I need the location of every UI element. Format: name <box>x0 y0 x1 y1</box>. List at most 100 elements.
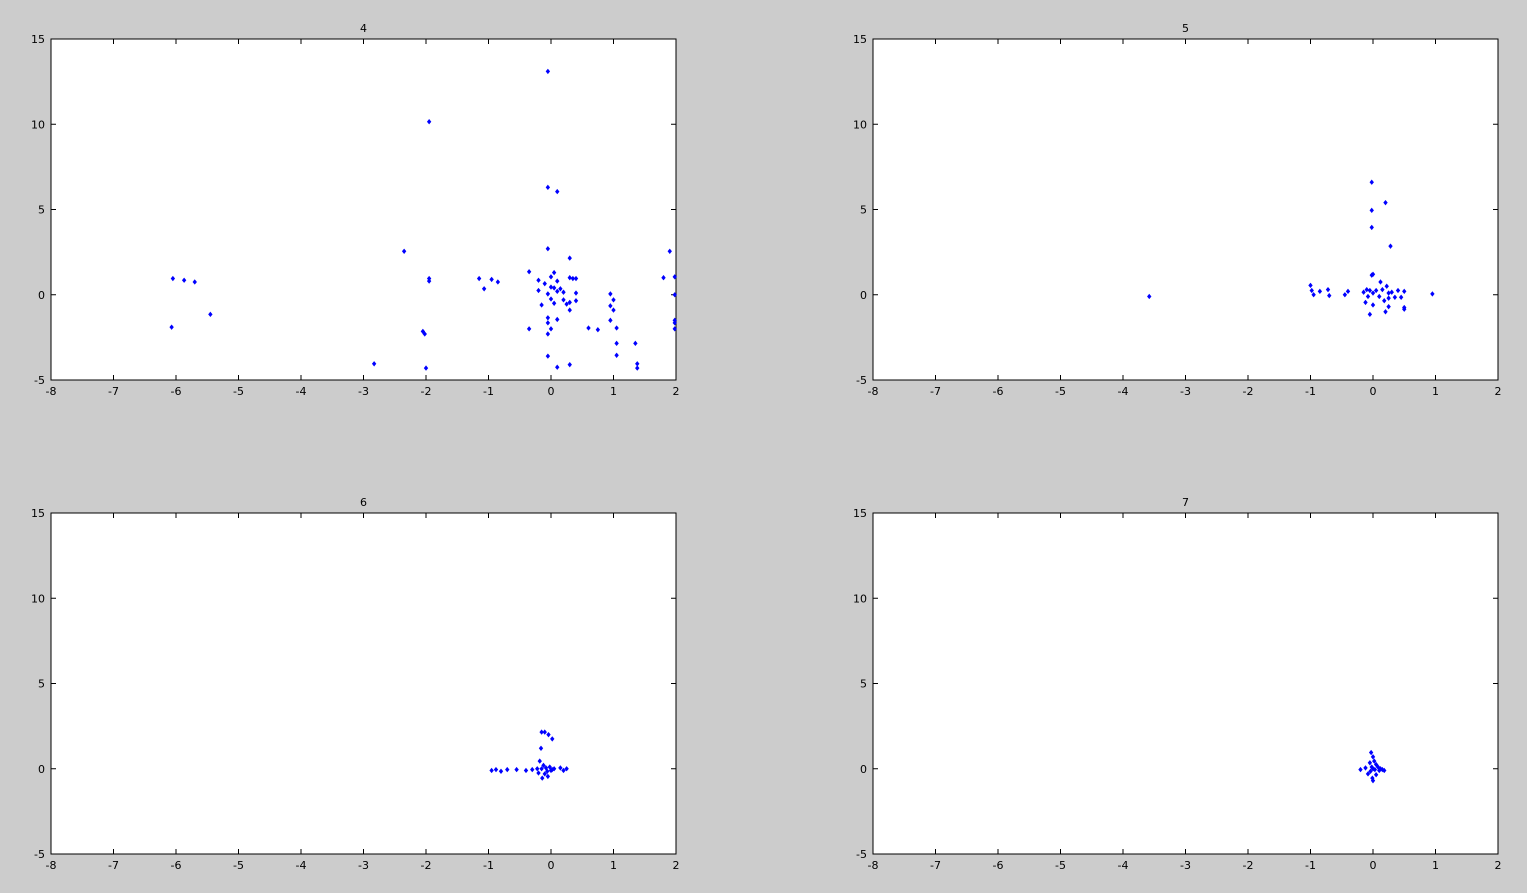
data-point <box>192 279 197 285</box>
data-point <box>550 736 555 742</box>
chart-title: 4 <box>360 22 367 35</box>
data-point <box>545 68 551 75</box>
subplot-6: 6 -8 -7 -6 -5 -4 -3 -2 -1 0 1 2 -5 0 5 10 15 <box>31 496 680 872</box>
data-point <box>505 766 510 773</box>
y-tick-label: -5 <box>856 374 867 387</box>
data-point <box>1370 778 1376 784</box>
data-point <box>541 762 546 769</box>
y-tick-label: 0 <box>860 289 867 302</box>
y-tick-label: -5 <box>34 848 45 861</box>
x-tick-label: -6 <box>993 385 1004 398</box>
data-point <box>564 301 569 307</box>
x-tick-label: 1 <box>1432 385 1439 398</box>
data-point <box>1383 200 1388 206</box>
data-point <box>1383 309 1388 315</box>
plot-area <box>872 512 1499 855</box>
data-point <box>608 303 613 309</box>
data-point <box>567 299 572 306</box>
data-point <box>595 327 601 333</box>
data-point <box>1369 224 1374 231</box>
data-point <box>539 729 544 735</box>
data-point <box>611 297 616 303</box>
y-tick-label: 5 <box>860 204 867 217</box>
data-point <box>1368 749 1374 756</box>
data-point <box>481 286 487 292</box>
data-point <box>608 317 613 323</box>
x-tick-label: -3 <box>358 385 369 398</box>
data-point <box>548 274 554 280</box>
x-tick-label: -2 <box>421 859 432 872</box>
x-tick-label: 1 <box>1432 859 1439 872</box>
data-point <box>558 286 563 292</box>
data-point <box>551 300 557 306</box>
y-tick-label: 5 <box>860 678 867 691</box>
data-point <box>561 767 566 774</box>
x-tick-label: -8 <box>46 859 57 872</box>
x-tick-label: -1 <box>1305 859 1316 872</box>
data-point <box>539 766 544 772</box>
x-tick-label: -3 <box>358 859 369 872</box>
data-point <box>1373 287 1379 294</box>
data-point <box>545 184 551 191</box>
y-tick-label: -5 <box>856 848 867 861</box>
x-tick-label: 2 <box>673 859 680 872</box>
x-tick-label: 2 <box>1495 385 1502 398</box>
data-point <box>543 765 549 771</box>
x-tick-label: -8 <box>868 385 879 398</box>
data-point <box>1388 243 1393 249</box>
data-point <box>1327 292 1332 299</box>
data-point <box>608 291 613 297</box>
data-point <box>555 188 560 195</box>
data-point <box>573 290 579 296</box>
data-point <box>1386 295 1391 301</box>
data-point <box>498 768 504 774</box>
x-tick-label: -3 <box>1180 859 1191 872</box>
data-point <box>1370 290 1376 296</box>
data-point <box>1367 287 1373 294</box>
data-point <box>1311 292 1316 298</box>
data-point <box>1382 767 1387 774</box>
data-point <box>555 364 560 370</box>
data-point <box>1147 293 1152 300</box>
x-tick-label: -5 <box>233 859 244 872</box>
data-point <box>551 766 557 772</box>
x-tick-label: 0 <box>548 859 555 872</box>
x-tick-label: -4 <box>296 385 307 398</box>
data-point <box>1378 279 1383 285</box>
x-tick-label: -7 <box>108 385 119 398</box>
x-tick-label: -1 <box>483 385 494 398</box>
data-point <box>495 279 501 285</box>
data-point <box>614 325 619 331</box>
data-point <box>1369 179 1374 185</box>
x-tick-label: 1 <box>610 385 617 398</box>
data-point <box>545 320 551 326</box>
x-tick-label: 0 <box>1370 385 1377 398</box>
plot-area <box>50 38 677 381</box>
x-tick-label: 2 <box>673 385 680 398</box>
data-point <box>1365 771 1371 777</box>
data-point <box>1369 207 1374 214</box>
data-point <box>548 296 554 302</box>
data-point <box>570 275 576 282</box>
data-point <box>1345 288 1351 295</box>
x-tick-label: 2 <box>1495 859 1502 872</box>
series-0 <box>1147 179 1435 318</box>
chart-title: 5 <box>1182 22 1189 35</box>
data-point <box>426 278 432 284</box>
series-0 <box>489 729 569 781</box>
data-point <box>530 766 535 773</box>
data-point <box>489 276 494 283</box>
x-tick-label: -4 <box>1118 385 1129 398</box>
data-point <box>536 770 541 776</box>
data-point <box>476 275 482 282</box>
x-tick-label: -7 <box>108 859 119 872</box>
data-point <box>542 729 547 735</box>
data-point <box>573 275 579 282</box>
x-tick-label: -6 <box>993 859 1004 872</box>
chart-title: 7 <box>1182 496 1189 509</box>
data-point <box>573 298 579 304</box>
data-point <box>567 255 572 261</box>
data-point <box>523 767 529 774</box>
data-point <box>1395 287 1401 294</box>
